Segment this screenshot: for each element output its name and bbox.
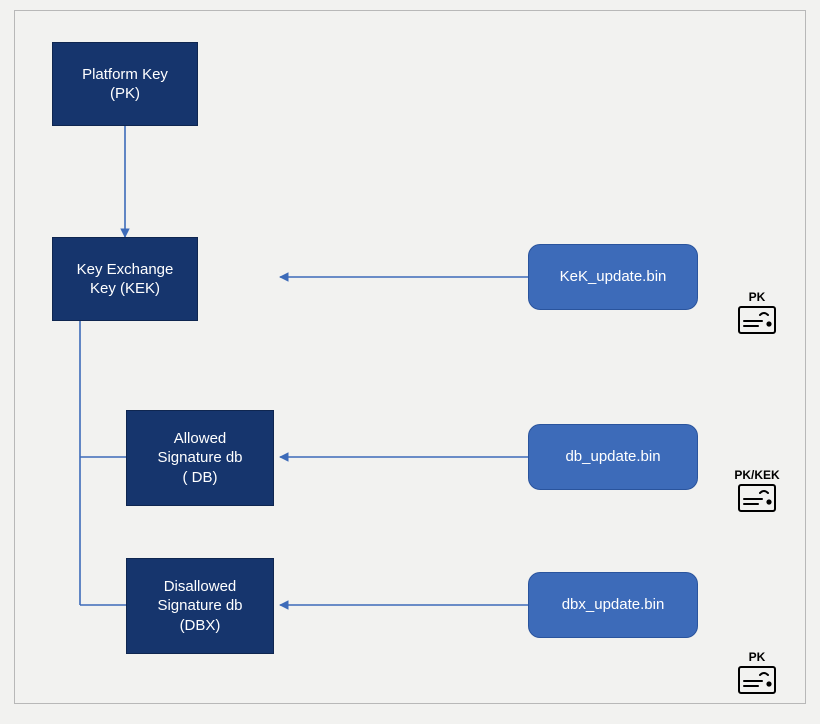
node-pk: Platform Key (PK) — [52, 42, 198, 126]
cert-icon-1: PK/KEK — [738, 466, 776, 512]
node-label-db: Allowed Signature db ( DB) — [157, 429, 242, 488]
node-db_bin: db_update.bin — [528, 424, 698, 490]
cert-icon-0: PK — [738, 288, 776, 334]
cert-label-1: PK/KEK — [734, 468, 779, 482]
node-label-db_bin: db_update.bin — [565, 447, 660, 467]
cert-label-2: PK — [749, 650, 766, 664]
cert-icon-2: PK — [738, 648, 776, 694]
node-label-kek: Key Exchange Key (KEK) — [77, 260, 174, 299]
node-db: Allowed Signature db ( DB) — [126, 410, 274, 506]
node-kek: Key Exchange Key (KEK) — [52, 237, 198, 321]
node-label-pk: Platform Key (PK) — [82, 65, 168, 104]
cert-label-0: PK — [749, 290, 766, 304]
node-label-kek_bin: KeK_update.bin — [560, 267, 667, 287]
diagram-canvas: Platform Key (PK) Key Exchange Key (KEK) A… — [0, 0, 820, 724]
node-label-dbx: Disallowed Signature db (DBX) — [157, 577, 242, 636]
node-dbx: Disallowed Signature db (DBX) — [126, 558, 274, 654]
node-kek_bin: KeK_update.bin — [528, 244, 698, 310]
node-dbx_bin: dbx_update.bin — [528, 572, 698, 638]
node-label-dbx_bin: dbx_update.bin — [562, 595, 665, 615]
